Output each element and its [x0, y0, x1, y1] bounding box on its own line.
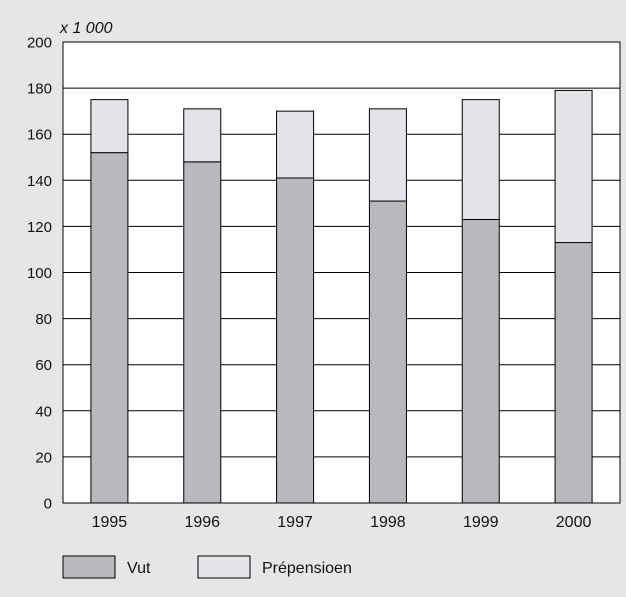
bar-vut-1996: [183, 161, 222, 504]
x-tick-label-1996: 1996: [184, 514, 220, 531]
x-tick-label-1995: 1995: [92, 514, 128, 531]
bar-prpensioen-1996: [183, 108, 222, 163]
y-tick-label-60: 60: [35, 357, 52, 374]
legend-label-prpensioen: Prépensioen: [262, 560, 352, 577]
y-tick-label-20: 20: [35, 449, 52, 466]
legend: Vut Prépensioen: [62, 555, 352, 579]
x-tick-label-1997: 1997: [277, 514, 313, 531]
bar-prpensioen-1999: [461, 99, 500, 220]
bar-vut-2000: [554, 242, 593, 504]
legend-swatch-prpensioen: [197, 555, 251, 579]
y-tick-label-160: 160: [27, 127, 52, 144]
y-tick-label-40: 40: [35, 403, 52, 420]
y-tick-label-0: 0: [44, 496, 52, 513]
bar-prpensioen-2000: [554, 89, 593, 244]
x-axis-ticks: 1995 1996 1997 1998 1999 2000: [92, 514, 592, 531]
y-tick-label-80: 80: [35, 311, 52, 328]
gridlines: [63, 87, 620, 458]
y-tick-label-100: 100: [27, 265, 52, 282]
y-tick-label-140: 140: [27, 173, 52, 190]
y-axis-ticks: 0 20 40 60 80 100 120 140 160 180 200: [27, 35, 52, 513]
bar-prpensioen-1997: [276, 110, 315, 179]
x-tick-label-1999: 1999: [463, 514, 499, 531]
y-tick-label-180: 180: [27, 81, 52, 98]
x-tick-label-1998: 1998: [370, 514, 406, 531]
legend-label-vut: Vut: [127, 560, 151, 577]
bar-vut-1999: [461, 218, 500, 504]
unit-label: x 1 000: [59, 20, 113, 37]
x-tick-label-2000: 2000: [556, 514, 592, 531]
bar-prpensioen-1995: [90, 99, 129, 154]
y-tick-label-200: 200: [27, 35, 52, 52]
legend-swatch-vut: [62, 555, 116, 579]
y-tick-label-120: 120: [27, 219, 52, 236]
bar-vut-1998: [368, 200, 407, 504]
bars: [90, 89, 593, 504]
bar-prpensioen-1998: [368, 108, 407, 202]
bar-vut-1997: [276, 177, 315, 504]
bar-vut-1995: [90, 152, 129, 504]
